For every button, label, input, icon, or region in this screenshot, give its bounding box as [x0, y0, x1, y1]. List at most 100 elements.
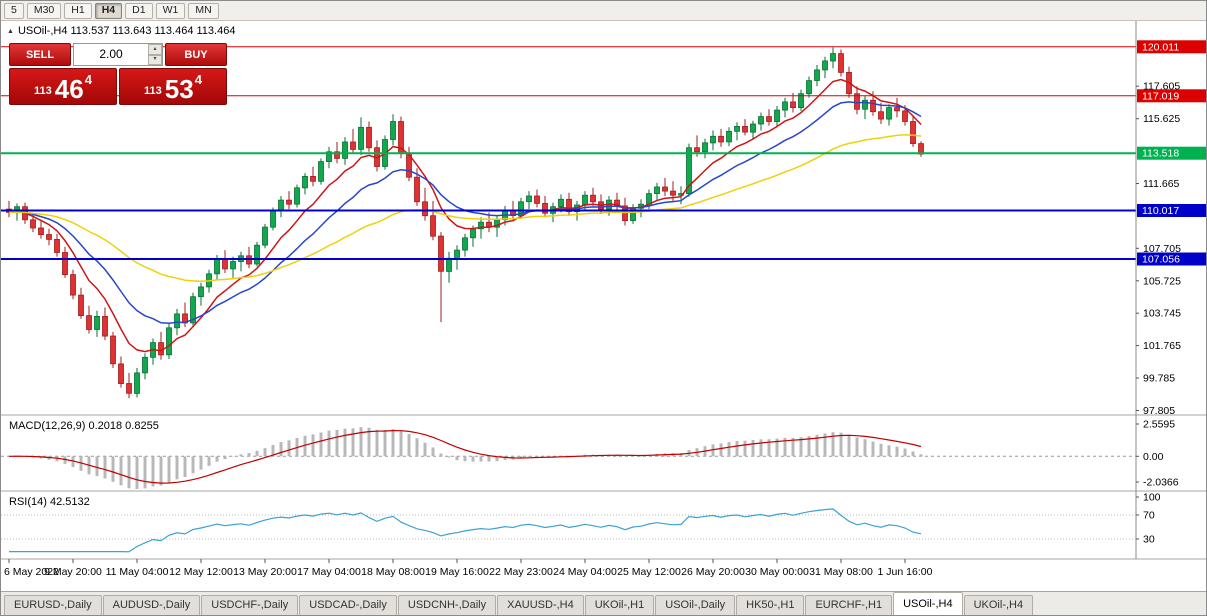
moving-average-8	[8, 78, 922, 353]
volume-spinner[interactable]: 2.00 ▴ ▾	[73, 43, 163, 66]
tab-xauusd-h4[interactable]: XAUUSD-,H4	[497, 595, 584, 615]
time-tick-label: 22 May 23:00	[489, 566, 553, 578]
rsi-tick-label: 100	[1143, 492, 1161, 504]
volume-value[interactable]: 2.00	[99, 47, 123, 61]
candle	[454, 245, 460, 270]
candle	[702, 138, 708, 159]
candle	[614, 192, 620, 213]
price-axis: 117.605115.625111.665107.705105.725103.7…	[1136, 40, 1206, 546]
candle	[118, 356, 124, 388]
tab-eurchf-h1[interactable]: EURCHF-,H1	[805, 595, 893, 615]
rsi-panel	[1, 508, 1136, 553]
sell-button[interactable]: SELL	[9, 43, 71, 66]
candle	[78, 287, 84, 319]
chart-title-text: USOil-,H4 113.537 113.643 113.464 113.46…	[17, 25, 236, 37]
candle	[62, 246, 68, 278]
moving-average-17	[8, 101, 922, 325]
buy-price-main: 113	[144, 85, 162, 97]
buy-price-box[interactable]: 113 53 4	[119, 68, 227, 105]
candle	[302, 173, 308, 195]
time-tick-label: 17 May 04:00	[297, 566, 361, 578]
price-tick-label: 105.725	[1143, 275, 1181, 287]
time-tick-label: 6 May 2022	[4, 566, 59, 578]
time-tick-label: 18 May 08:00	[361, 566, 425, 578]
price-tick-label: 107.705	[1143, 243, 1181, 255]
volume-increase-button[interactable]: ▴	[148, 44, 162, 55]
volume-spin-buttons: ▴ ▾	[148, 44, 162, 65]
candle	[438, 232, 444, 323]
price-badge-label: 110.017	[1142, 205, 1179, 217]
time-tick-label: 31 May 08:00	[809, 566, 873, 578]
time-tick-label: 13 May 20:00	[233, 566, 297, 578]
candle	[758, 112, 764, 131]
candle	[894, 97, 900, 118]
tab-ukoil-h4[interactable]: UKOil-,H4	[963, 595, 1034, 615]
collapse-triangle-icon[interactable]: ▲	[7, 27, 14, 35]
candle	[230, 256, 236, 278]
rsi-line	[9, 508, 922, 553]
candle	[446, 251, 452, 283]
tab-usoil-daily[interactable]: USOil-,Daily	[655, 595, 736, 615]
price-badge: 110.017	[1137, 204, 1206, 217]
time-tick-label: 26 May 20:00	[681, 566, 745, 578]
time-tick-label: 24 May 04:00	[553, 566, 617, 578]
candle	[526, 191, 532, 210]
candle	[158, 331, 164, 360]
timeframe-toolbar: 5 M30 H1 H4 D1 W1 MN	[1, 1, 1206, 21]
candle	[326, 146, 332, 169]
period-button-mn[interactable]: MN	[188, 2, 219, 19]
price-tick-label: 99.785	[1143, 373, 1175, 385]
tab-usdcad-daily[interactable]: USDCAD-,Daily	[299, 595, 397, 615]
tab-eurusd-daily[interactable]: EURUSD-,Daily	[4, 595, 102, 615]
candle	[822, 56, 828, 79]
rsi-indicator-label: RSI(14) 42.5132	[9, 496, 90, 508]
time-tick-label: 12 May 12:00	[169, 566, 233, 578]
sell-price-sup: 4	[84, 72, 92, 87]
candle	[742, 119, 748, 136]
candle	[622, 197, 628, 226]
time-tick-label: 30 May 00:00	[745, 566, 809, 578]
price-badge: 120.011	[1137, 40, 1206, 54]
candle	[374, 140, 380, 172]
buy-button[interactable]: BUY	[165, 43, 227, 66]
one-click-trading-panel: SELL 2.00 ▴ ▾ BUY 113 46 4 113 53 4	[9, 43, 227, 105]
period-button-d1[interactable]: D1	[125, 2, 153, 19]
tab-usdcnh-daily[interactable]: USDCNH-,Daily	[397, 595, 497, 615]
candle	[710, 130, 716, 151]
time-tick-label: 1 Jun 16:00	[878, 566, 933, 578]
price-tick-label: 101.765	[1143, 340, 1181, 352]
macd-tick-label: 0.00	[1143, 451, 1164, 463]
candle	[102, 307, 108, 341]
tab-ukoil-h1[interactable]: UKOil-,H1	[584, 595, 655, 615]
price-tick-label: 97.805	[1143, 405, 1175, 417]
candle	[278, 196, 284, 218]
sell-price-big: 46	[54, 74, 84, 104]
candle	[350, 128, 356, 154]
price-chart-svg[interactable]: 117.605115.625111.665107.705105.725103.7…	[1, 21, 1207, 593]
period-button-5[interactable]: 5	[4, 2, 24, 19]
period-button-h4[interactable]: H4	[94, 2, 123, 19]
period-button-h1[interactable]: H1	[64, 2, 92, 19]
candle	[46, 228, 52, 246]
candle	[406, 146, 412, 182]
price-badge: 107.056	[1137, 252, 1206, 266]
tab-usdchf-daily[interactable]: USDCHF-,Daily	[201, 595, 299, 615]
candle	[550, 202, 556, 223]
candle	[590, 187, 596, 206]
period-button-m30[interactable]: M30	[26, 2, 62, 19]
candle	[918, 141, 924, 157]
candle	[254, 241, 260, 267]
tab-hk50-h1[interactable]: HK50-,H1	[736, 595, 805, 615]
period-button-w1[interactable]: W1	[155, 2, 186, 19]
time-tick-label: 25 May 12:00	[617, 566, 681, 578]
sell-price-box[interactable]: 113 46 4	[9, 68, 117, 105]
candle	[238, 251, 244, 272]
candle	[878, 102, 884, 124]
volume-decrease-button[interactable]: ▾	[148, 54, 162, 65]
candle	[766, 109, 772, 126]
price-badge-label: 107.056	[1142, 254, 1180, 266]
tab-audusd-daily[interactable]: AUDUSD-,Daily	[102, 595, 201, 615]
tab-usoil-h4[interactable]: USOil-,H4	[893, 592, 963, 615]
